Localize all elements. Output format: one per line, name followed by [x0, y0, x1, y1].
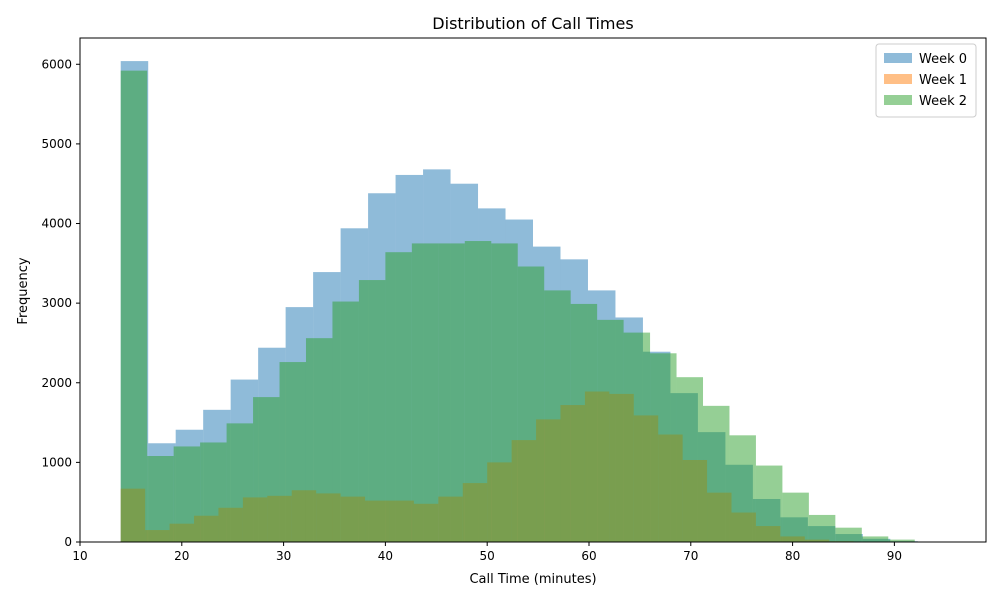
y-tick-label: 4000 [41, 217, 72, 231]
histogram-bar [703, 406, 729, 542]
y-tick-label: 3000 [41, 296, 72, 310]
histogram-bar [650, 353, 676, 542]
histogram-bar [756, 466, 782, 542]
x-tick-label: 50 [480, 549, 495, 563]
x-tick-label: 20 [174, 549, 189, 563]
histogram-bar [121, 71, 147, 542]
histogram-bar [809, 515, 835, 542]
y-tick-label: 6000 [41, 57, 72, 71]
histogram-bar [147, 456, 173, 542]
y-tick-label: 1000 [41, 455, 72, 469]
histogram-bar [862, 536, 888, 542]
histogram-bar [518, 267, 544, 542]
histogram-bar [280, 362, 306, 542]
legend-swatch [884, 74, 912, 84]
x-tick-label: 10 [72, 549, 87, 563]
x-tick-label: 70 [683, 549, 698, 563]
y-tick-label: 5000 [41, 137, 72, 151]
histogram-bar [332, 302, 358, 542]
x-tick-label: 30 [276, 549, 291, 563]
histogram-bar [729, 435, 755, 542]
histogram-bar [200, 442, 226, 542]
legend-label: Week 2 [919, 94, 967, 109]
histogram-bar [359, 280, 385, 542]
histogram-bar [835, 528, 861, 542]
histogram-bar [624, 333, 650, 542]
y-axis-label: Frequency [16, 257, 31, 324]
x-axis-label: Call Time (minutes) [469, 572, 596, 587]
histogram-bar [253, 397, 279, 542]
y-tick-label: 2000 [41, 376, 72, 390]
histogram-bar [174, 446, 200, 542]
chart-title: Distribution of Call Times [432, 14, 633, 33]
histogram-bar [385, 252, 411, 542]
legend-label: Week 1 [919, 73, 967, 88]
histogram-bar [491, 243, 517, 542]
histogram-bar [412, 243, 438, 542]
histogram-bar [677, 377, 703, 542]
histogram-bar [306, 338, 332, 542]
histogram-bar [438, 243, 464, 542]
histogram-bar [597, 320, 623, 542]
histogram-bar [782, 493, 808, 542]
x-tick-label: 80 [785, 549, 800, 563]
legend-swatch [884, 53, 912, 63]
x-tick-label: 90 [887, 549, 902, 563]
x-tick-label: 40 [378, 549, 393, 563]
legend-swatch [884, 95, 912, 105]
legend: Week 0 Week 1 Week 2 [876, 44, 976, 117]
histogram-bar [465, 241, 491, 542]
histogram-bar [571, 304, 597, 542]
histogram-bar [227, 423, 253, 542]
x-tick-label: 60 [581, 549, 596, 563]
legend-label: Week 0 [919, 52, 967, 67]
histogram-bar [544, 290, 570, 542]
y-tick-label: 0 [64, 535, 72, 549]
